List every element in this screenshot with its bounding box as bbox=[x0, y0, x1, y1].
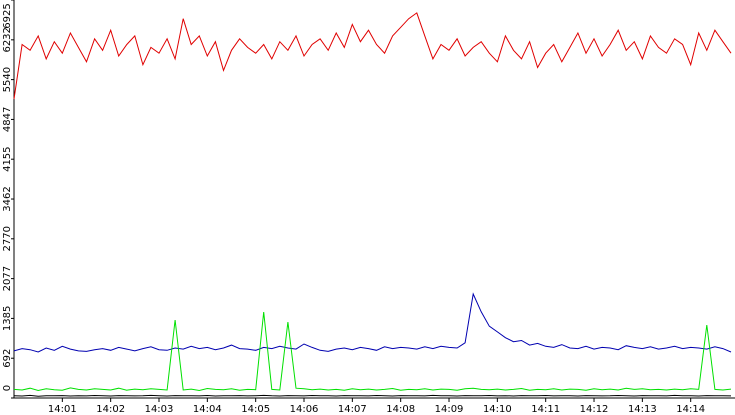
y-tick-label: 4155 bbox=[2, 146, 13, 171]
series-line bbox=[13, 292, 732, 353]
series-line bbox=[13, 12, 732, 100]
x-tick-label: 14:09 bbox=[435, 404, 464, 415]
series-line bbox=[13, 311, 732, 392]
x-tick-label: 14:08 bbox=[386, 404, 415, 415]
x-tick-label: 14:03 bbox=[145, 404, 174, 415]
y-tick-label: 3462 bbox=[2, 186, 13, 211]
x-tick-label: 14:13 bbox=[628, 404, 657, 415]
y-tick-label: 2077 bbox=[2, 266, 13, 291]
y-tick-label: 6925 bbox=[2, 3, 13, 28]
y-tick-label: 2770 bbox=[2, 226, 13, 251]
y-tick-label: 6232 bbox=[2, 27, 13, 52]
x-tick-label: 14:02 bbox=[96, 404, 125, 415]
x-tick-label: 14:04 bbox=[193, 404, 222, 415]
x-tick-label: 14:10 bbox=[483, 404, 512, 415]
y-tick-label: 0 bbox=[2, 385, 13, 391]
series-line bbox=[13, 394, 732, 397]
x-tick-label: 14:11 bbox=[531, 404, 560, 415]
x-tick-label: 14:14 bbox=[676, 404, 705, 415]
x-tick-label: 14:07 bbox=[338, 404, 367, 415]
x-tick-label: 14:05 bbox=[241, 404, 270, 415]
y-tick-label: 692 bbox=[2, 349, 13, 368]
x-tick-label: 14:01 bbox=[48, 404, 77, 415]
x-tick-label: 14:12 bbox=[580, 404, 609, 415]
y-tick-label: 4847 bbox=[2, 107, 13, 132]
x-tick-label: 14:06 bbox=[290, 404, 319, 415]
y-tick-label: 1385 bbox=[2, 306, 13, 331]
y-tick-label: 5540 bbox=[2, 67, 13, 92]
